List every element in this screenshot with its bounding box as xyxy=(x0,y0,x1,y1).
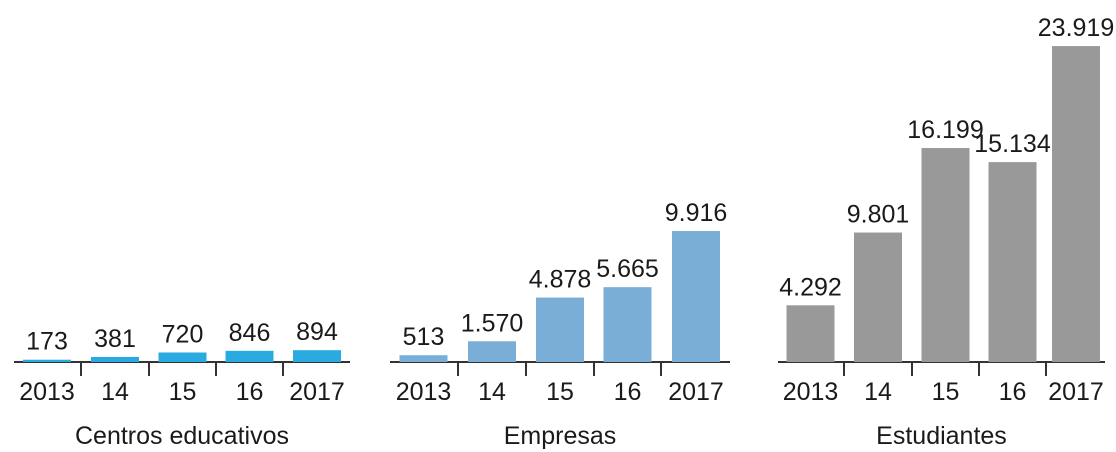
tick-label: 15 xyxy=(546,378,574,406)
group-label: Centros educativos xyxy=(75,422,289,450)
bar-15 xyxy=(158,352,207,362)
data-label: 381 xyxy=(94,325,136,353)
bar-14 xyxy=(854,232,902,362)
bar-2013 xyxy=(786,305,835,362)
tick-label: 15 xyxy=(169,378,197,406)
tick-label: 2013 xyxy=(783,378,839,406)
tick-label: 2017 xyxy=(1048,378,1104,406)
data-label: 15.134 xyxy=(974,130,1051,158)
data-label: 173 xyxy=(26,328,68,356)
bar-16 xyxy=(603,287,652,362)
tick-label: 16 xyxy=(236,378,264,406)
bar-15 xyxy=(921,148,970,362)
data-label: 4.878 xyxy=(529,266,592,294)
data-label: 16.199 xyxy=(907,116,983,144)
data-label: 4.292 xyxy=(779,273,842,301)
data-label: 720 xyxy=(162,320,204,348)
group-label: Empresas xyxy=(504,422,617,450)
bar-14 xyxy=(468,341,516,362)
tick-label: 14 xyxy=(478,378,506,406)
data-label: 513 xyxy=(403,323,445,351)
bar-2013 xyxy=(23,359,71,362)
data-label: 894 xyxy=(296,318,338,346)
data-label: 9.801 xyxy=(847,201,910,229)
data-label: 23.919 xyxy=(1038,14,1114,42)
data-label: 846 xyxy=(229,319,271,347)
bar-2017 xyxy=(293,350,341,362)
bar-15 xyxy=(536,297,584,362)
tick-label: 2013 xyxy=(396,378,452,406)
group-label: Estudiantes xyxy=(876,422,1007,450)
bar-16 xyxy=(988,162,1037,362)
bar-16 xyxy=(225,350,274,362)
tick-label: 16 xyxy=(999,378,1027,406)
tick-label: 2013 xyxy=(19,378,75,406)
tick-label: 16 xyxy=(614,378,642,406)
bar-14 xyxy=(91,356,139,362)
bar-2017 xyxy=(672,231,720,362)
tick-label: 15 xyxy=(932,378,960,406)
data-label: 1.570 xyxy=(461,309,524,337)
tick-label: 14 xyxy=(864,378,892,406)
data-label: 5.665 xyxy=(596,255,659,283)
tick-label: 2017 xyxy=(668,378,724,406)
tick-label: 2017 xyxy=(289,378,345,406)
bar-2017 xyxy=(1052,46,1100,362)
bar-2013 xyxy=(399,355,448,362)
tick-label: 14 xyxy=(101,378,129,406)
data-label: 9.916 xyxy=(665,199,728,227)
